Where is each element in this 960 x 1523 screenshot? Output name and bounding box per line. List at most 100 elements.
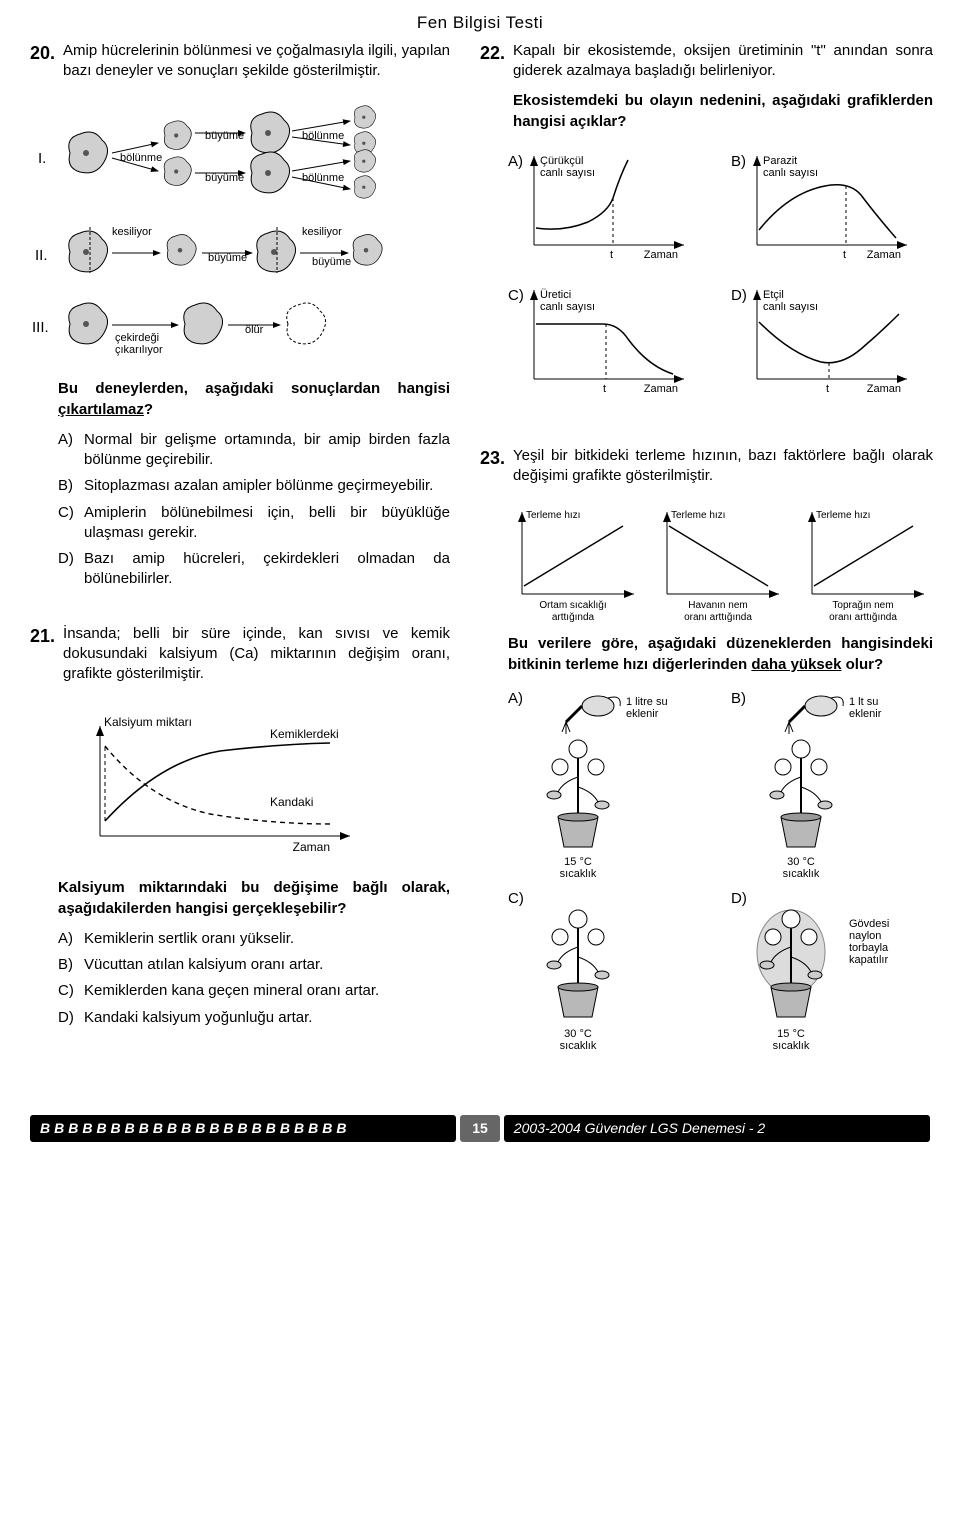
footer-right: 2003-2004 Güvender LGS Denemesi - 2	[504, 1115, 930, 1142]
svg-text:Çürükçül: Çürükçül	[540, 155, 583, 167]
svg-text:Üretici: Üretici	[540, 289, 571, 301]
q23-option-b[interactable]: B) 1 lt su eklenir	[731, 687, 934, 877]
q21-option-c[interactable]: C)Kemiklerden kana geçen mineral oranı a…	[58, 981, 450, 1001]
right-column: 22. Kapalı bir ekosistemde, oksijen üret…	[480, 41, 933, 1085]
q22-text: Kapalı bir ekosistemde, oksijen üretimin…	[513, 41, 933, 142]
q21-text: İnsanda; belli bir süre içinde, kan sıvı…	[63, 624, 450, 695]
svg-text:30 °C: 30 °C	[564, 1028, 592, 1040]
question-23: 23. Yeşil bir bitkideki terleme hızının,…	[480, 446, 933, 1057]
q21-option-d[interactable]: D)Kandaki kalsiyum yoğunluğu artar.	[58, 1008, 450, 1028]
svg-text:Zaman: Zaman	[866, 383, 900, 395]
q23-options-row-1: A) 1 litre su eklenir	[508, 687, 933, 877]
q20-text: Amip hücrelerinin bölünmesi ve çoğalması…	[63, 41, 450, 92]
svg-text:A): A)	[508, 690, 523, 707]
q22-chart-b[interactable]: B) Parazit canlı sayısı t Zaman	[731, 150, 934, 270]
svg-text:1 lt su: 1 lt su	[849, 696, 878, 708]
q23-chart-1: Terleme hızı Ortam sıcaklığı arttığında	[508, 506, 643, 626]
question-20: 20. Amip hücrelerinin bölünmesi ve çoğal…	[30, 41, 450, 596]
q20-diagram-1: I. bölünme büyüme büyüme	[30, 103, 450, 213]
q20-diagram-2: II. kesiliyor büyüme kesiliyor büyüme	[30, 225, 450, 285]
q22-chart-c[interactable]: C) Üretici canlı sayısı t Zaman	[508, 284, 711, 404]
q22-chart-d[interactable]: D) Etçil canlı sayısı t Zaman	[731, 284, 934, 404]
svg-text:C): C)	[508, 890, 524, 907]
svg-text:15 °C: 15 °C	[777, 1028, 805, 1040]
q21-number: 21.	[30, 624, 55, 695]
q22-charts-row-1: A) Çürükçül canlı sayısı t Zaman	[508, 150, 933, 270]
svg-text:t: t	[603, 383, 606, 395]
svg-text:Havanın nem: Havanın nem	[688, 600, 747, 611]
svg-text:kesiliyor: kesiliyor	[112, 226, 152, 238]
svg-text:Kalsiyum miktarı: Kalsiyum miktarı	[104, 715, 192, 729]
svg-text:t: t	[610, 249, 613, 261]
svg-text:Toprağın nem: Toprağın nem	[832, 600, 893, 611]
svg-text:eklenir: eklenir	[849, 708, 882, 720]
q20-number: 20.	[30, 41, 55, 92]
svg-text:30 °C: 30 °C	[787, 856, 815, 868]
svg-text:arttığında: arttığında	[552, 612, 595, 623]
svg-text:büyüme: büyüme	[205, 172, 244, 184]
svg-text:canlı sayısı: canlı sayısı	[540, 301, 595, 313]
svg-text:bölünme: bölünme	[302, 172, 344, 184]
page-footer: BBBBBBBBBBBBBBBBBBBBBB 15 2003-2004 Güve…	[30, 1115, 930, 1142]
svg-text:oranı arttığında: oranı arttığında	[829, 612, 897, 623]
q21-chart: Kalsiyum miktarı Zaman Kemiklerdeki Kand…	[70, 706, 450, 866]
svg-text:Zaman: Zaman	[644, 249, 678, 261]
svg-text:büyüme: büyüme	[205, 130, 244, 142]
q23-text: Yeşil bir bitkideki terleme hızının, baz…	[513, 446, 933, 497]
svg-text:Terleme hızı: Terleme hızı	[816, 510, 870, 521]
svg-text:Ortam sıcaklığı: Ortam sıcaklığı	[539, 600, 606, 611]
q23-option-d[interactable]: D)	[731, 887, 934, 1057]
left-column: 20. Amip hücrelerinin bölünmesi ve çoğal…	[30, 41, 450, 1085]
footer-left: BBBBBBBBBBBBBBBBBBBBBB	[30, 1115, 456, 1142]
svg-text:çekirdeği: çekirdeği	[115, 332, 159, 344]
q20-option-d[interactable]: D)Bazı amip hücreleri, çekirdekleri olma…	[58, 549, 450, 590]
svg-text:Terleme hızı: Terleme hızı	[526, 510, 580, 521]
q23-option-c[interactable]: C) 30 °C	[508, 887, 711, 1057]
q21-option-a[interactable]: A)Kemiklerin sertlik oranı yükselir.	[58, 929, 450, 949]
page-title: Fen Bilgisi Testi	[0, 0, 960, 41]
svg-text:Terleme hızı: Terleme hızı	[671, 510, 725, 521]
svg-text:canlı sayısı: canlı sayısı	[763, 167, 818, 179]
svg-text:Zaman: Zaman	[866, 249, 900, 261]
q20-option-a[interactable]: A)Normal bir gelişme ortamında, bir amip…	[58, 430, 450, 471]
q23-charts: Terleme hızı Ortam sıcaklığı arttığında …	[508, 506, 933, 626]
svg-text:çıkarılıyor: çıkarılıyor	[115, 344, 163, 356]
q20-option-b[interactable]: B)Sitoplazması azalan amipler bölünme ge…	[58, 476, 450, 496]
footer-page-number: 15	[460, 1115, 500, 1142]
svg-text:oranı arttığında: oranı arttığında	[684, 612, 752, 623]
svg-text:Zaman: Zaman	[644, 383, 678, 395]
svg-text:t: t	[843, 249, 846, 261]
q20-option-c[interactable]: C)Amiplerin bölünebilmesi için, belli bi…	[58, 503, 450, 544]
svg-text:15 °C: 15 °C	[564, 856, 592, 868]
q23-prompt: Bu verilere göre, aşağıdaki düzeneklerde…	[508, 634, 933, 675]
svg-text:Parazit: Parazit	[763, 155, 797, 167]
svg-text:Kemiklerdeki: Kemiklerdeki	[270, 727, 339, 741]
q22-charts-row-2: C) Üretici canlı sayısı t Zaman	[508, 284, 933, 404]
q23-chart-3: Terleme hızı Toprağın nem oranı arttığın…	[798, 506, 933, 626]
svg-text:canlı sayısı: canlı sayısı	[763, 301, 818, 313]
svg-text:canlı sayısı: canlı sayısı	[540, 167, 595, 179]
svg-text:sıcaklık: sıcaklık	[560, 868, 597, 877]
q21-option-b[interactable]: B)Vücuttan atılan kalsiyum oranı artar.	[58, 955, 450, 975]
q20-prompt: Bu deneylerden, aşağıdaki sonuçlardan ha…	[58, 379, 450, 420]
svg-text:Etçil: Etçil	[763, 289, 784, 301]
q22-chart-a[interactable]: A) Çürükçül canlı sayısı t Zaman	[508, 150, 711, 270]
svg-text:eklenir: eklenir	[626, 708, 659, 720]
question-22: 22. Kapalı bir ekosistemde, oksijen üret…	[480, 41, 933, 418]
svg-text:Kandaki: Kandaki	[270, 795, 313, 809]
svg-text:t: t	[826, 383, 829, 395]
svg-text:ölür: ölür	[245, 324, 264, 336]
svg-text:A): A)	[508, 153, 523, 170]
svg-text:büyüme: büyüme	[312, 256, 351, 268]
q22-number: 22.	[480, 41, 505, 142]
svg-text:B): B)	[731, 153, 746, 170]
svg-text:bölünme: bölünme	[302, 130, 344, 142]
svg-text:Gövdesi: Gövdesi	[849, 918, 889, 930]
svg-text:II.: II.	[35, 247, 48, 264]
svg-text:D): D)	[731, 890, 747, 907]
q20-diagram-3: III. çekirdeği çıkarılıyor ölür	[30, 297, 450, 367]
q23-option-a[interactable]: A) 1 litre su eklenir	[508, 687, 711, 877]
svg-text:sıcaklık: sıcaklık	[782, 868, 819, 877]
svg-text:kapatılır: kapatılır	[849, 954, 888, 966]
svg-text:sıcaklık: sıcaklık	[772, 1040, 809, 1052]
